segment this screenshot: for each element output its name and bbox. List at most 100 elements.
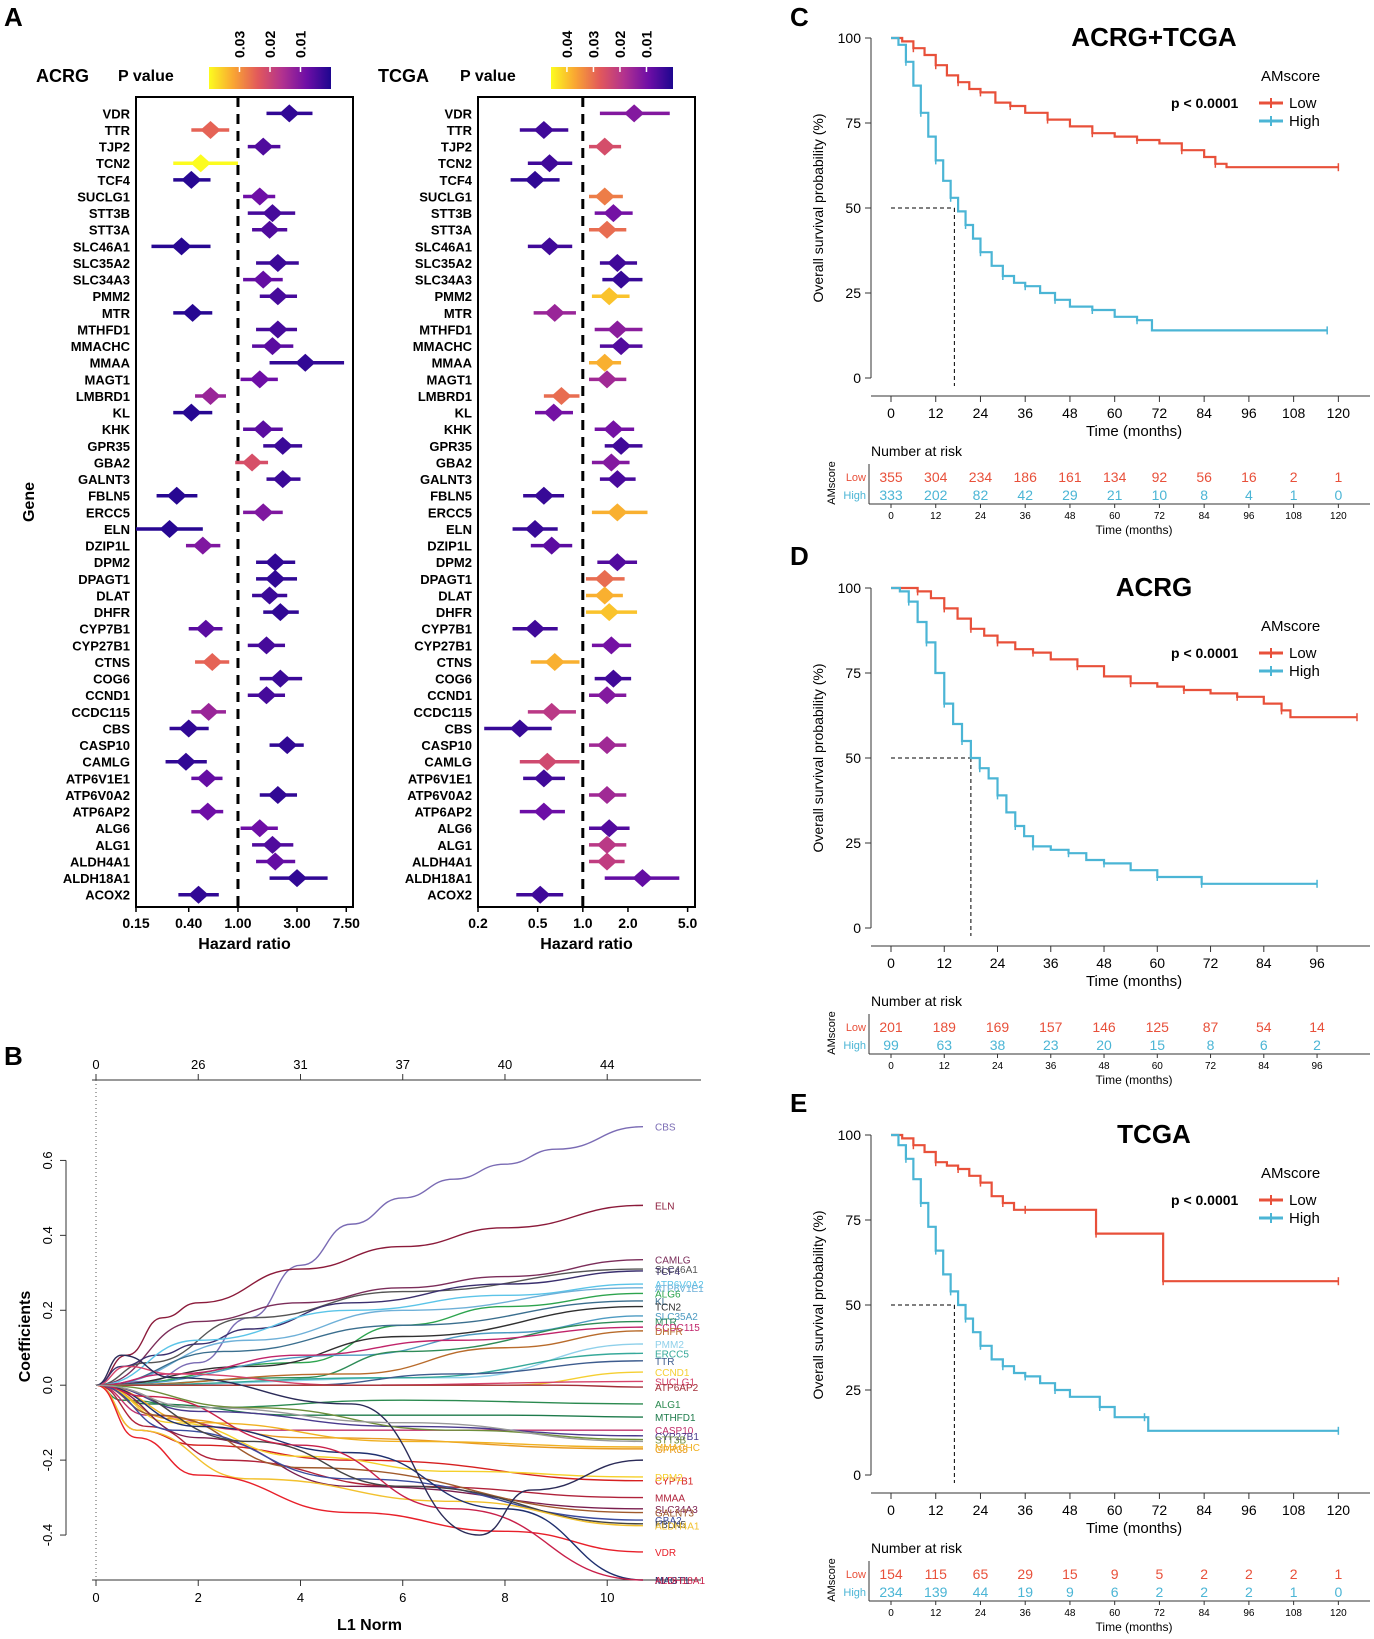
x-tick-label: 108 [1282, 1502, 1306, 1518]
risk-count: 2 [1313, 1037, 1321, 1053]
hr-point [262, 204, 283, 223]
gene-label: CBS [103, 721, 131, 736]
hr-point [597, 852, 618, 871]
gene-label: CCND1 [427, 688, 472, 703]
x-tick-label: 84 [1196, 405, 1212, 421]
y-tick-label: 75 [845, 115, 861, 131]
risk-x-tick-label: 108 [1285, 511, 1302, 522]
line-label: MTR [655, 1318, 677, 1329]
risk-count: 92 [1152, 469, 1168, 485]
hr-point [200, 120, 221, 139]
risk-count: 15 [1149, 1037, 1165, 1053]
coef-path-atp6v0a2 [95, 1283, 644, 1386]
x-tick-label: 4 [297, 1590, 304, 1605]
gene-label: LMBRD1 [418, 389, 472, 404]
risk-count: 56 [1196, 469, 1212, 485]
hr-point [267, 253, 288, 272]
coef-path-camlg [95, 1259, 644, 1386]
hr-point [277, 736, 298, 755]
gene-label: ALG1 [95, 838, 130, 853]
risk-count: 54 [1256, 1019, 1272, 1035]
hr-point [539, 154, 560, 173]
hr-point [197, 802, 218, 821]
risk-count: 2 [1200, 1566, 1208, 1582]
risk-x-tick-label: 84 [1199, 1608, 1211, 1619]
coef-path-magt1 [95, 1384, 644, 1581]
gene-label: SLC35A2 [415, 256, 472, 271]
hr-point [624, 104, 645, 123]
x-axis-label: Hazard ratio [198, 936, 291, 953]
gene-label: PMM2 [92, 289, 130, 304]
gene-label: DPAGT1 [420, 572, 472, 587]
risk-count: 19 [1017, 1584, 1033, 1600]
panel-label-a: A [4, 2, 23, 32]
colorbar-tick-label: 0.02 [262, 31, 278, 58]
coef-path-eln [95, 1204, 644, 1386]
x-tick-label: 8 [501, 1590, 508, 1605]
top-axis-label: 31 [293, 1057, 307, 1072]
x-tick-label: 12 [928, 1502, 944, 1518]
hr-point [279, 104, 300, 123]
risk-count: 2 [1156, 1584, 1164, 1600]
x-tick-label: 60 [1149, 955, 1165, 971]
gene-label: TJP2 [99, 140, 130, 155]
colorbar-tick-label: 0.02 [612, 31, 628, 58]
risk-x-tick-label: 48 [1064, 1608, 1076, 1619]
chart-title: ACRG [1116, 572, 1193, 602]
hr-point [632, 869, 653, 888]
risk-x-tick-label: 96 [1243, 1608, 1255, 1619]
y-tick-label: 0 [853, 1467, 861, 1483]
x-tick-label: 36 [1017, 1502, 1033, 1518]
risk-count: 355 [879, 469, 903, 485]
line-label: ALDH18A1 [655, 1576, 705, 1587]
legend-label-high: High [1289, 663, 1320, 680]
gene-label: ALDH18A1 [405, 871, 472, 886]
hr-point [533, 486, 554, 505]
risk-count: 125 [1146, 1019, 1170, 1035]
x-tick-label: 2 [195, 1590, 202, 1605]
gene-label: GPR35 [429, 439, 472, 454]
line-label: SLC46A1 [655, 1265, 698, 1276]
gene-label: MMACHC [71, 339, 131, 354]
legend-title: P value [118, 68, 174, 85]
gene-label: SLC35A2 [73, 256, 130, 271]
hr-point [202, 652, 223, 671]
coef-path-atp6ap2 [96, 1384, 644, 1388]
line-label: KL [655, 1297, 668, 1308]
risk-count: 157 [1039, 1019, 1063, 1035]
gene-label: DHFR [94, 605, 131, 620]
risk-count: 1 [1290, 1584, 1298, 1600]
gene-label: ERCC5 [428, 505, 472, 520]
line-label: ATP6AP2 [655, 1383, 699, 1394]
coef-path-dhfr [95, 1330, 644, 1386]
risk-x-tick-label: 24 [975, 1608, 987, 1619]
coef-path-stt3b [95, 1384, 644, 1441]
gene-label: SUCLG1 [77, 189, 130, 204]
gene-label: ALG1 [437, 838, 472, 853]
y-tick-label: 50 [845, 1297, 861, 1313]
hr-point [249, 187, 270, 206]
risk-x-tick-label: 96 [1243, 511, 1255, 522]
hr-point [601, 453, 622, 472]
x-tick-label: 72 [1152, 405, 1168, 421]
risk-count: 202 [924, 487, 948, 503]
hr-point [607, 503, 628, 522]
line-label: GPR35 [655, 1445, 688, 1456]
gene-label: TCN2 [96, 156, 130, 171]
x-tick-label: 48 [1062, 1502, 1078, 1518]
colorbar-tick-label: 0.03 [232, 31, 248, 58]
risk-group-label: Low [846, 1022, 866, 1034]
risk-count: 4 [1245, 487, 1253, 503]
p-value-colorbar [551, 67, 673, 89]
risk-count: 201 [879, 1019, 903, 1035]
risk-count: 15 [1062, 1566, 1078, 1582]
plot-frame [477, 96, 696, 908]
risk-table-title: Number at risk [871, 1540, 963, 1556]
y-tick-label: 0.6 [40, 1151, 55, 1169]
hr-point [262, 337, 283, 356]
line-label: GBA2 [655, 1516, 682, 1527]
y-tick-label: 100 [838, 580, 862, 596]
hr-point [611, 337, 632, 356]
y-tick-label: 50 [845, 750, 861, 766]
